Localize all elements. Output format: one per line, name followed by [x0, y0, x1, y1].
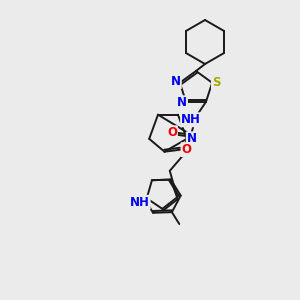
Text: NH: NH	[130, 196, 150, 209]
Text: N: N	[187, 132, 197, 145]
Text: S: S	[212, 76, 220, 89]
Text: NH: NH	[181, 113, 201, 126]
Text: O: O	[167, 126, 177, 139]
Text: N: N	[171, 75, 181, 88]
Text: N: N	[177, 96, 187, 109]
Text: O: O	[182, 143, 191, 156]
